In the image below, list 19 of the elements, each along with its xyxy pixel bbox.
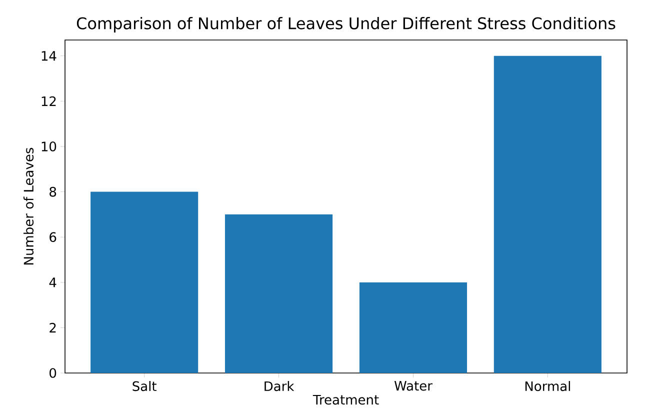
bar bbox=[359, 282, 468, 373]
y-tick-label: 0 bbox=[50, 368, 56, 378]
y-tick-label: 4 bbox=[49, 278, 56, 288]
y-tick-label: 6 bbox=[50, 232, 56, 242]
bar bbox=[494, 56, 602, 373]
x-tick-label: Water bbox=[394, 381, 432, 391]
x-tick-label: Normal bbox=[525, 381, 570, 392]
x-tick-label: Salt bbox=[132, 381, 156, 392]
x-tick-label: Dark bbox=[264, 381, 294, 392]
x-axis-title: Treatment bbox=[312, 394, 379, 405]
y-tick-label: 2 bbox=[50, 322, 56, 333]
y-tick-label: 8 bbox=[50, 186, 56, 197]
y-tick-label: 10 bbox=[42, 142, 56, 152]
chart-title: Comparison of Number of Leaves Under Different Stress Conditions bbox=[76, 16, 616, 32]
bar bbox=[90, 192, 198, 373]
y-axis-title: Number of Leaves bbox=[23, 148, 34, 264]
bar bbox=[225, 214, 333, 373]
y-tick-label: 12 bbox=[42, 96, 56, 106]
y-tick-label: 14 bbox=[42, 51, 56, 61]
